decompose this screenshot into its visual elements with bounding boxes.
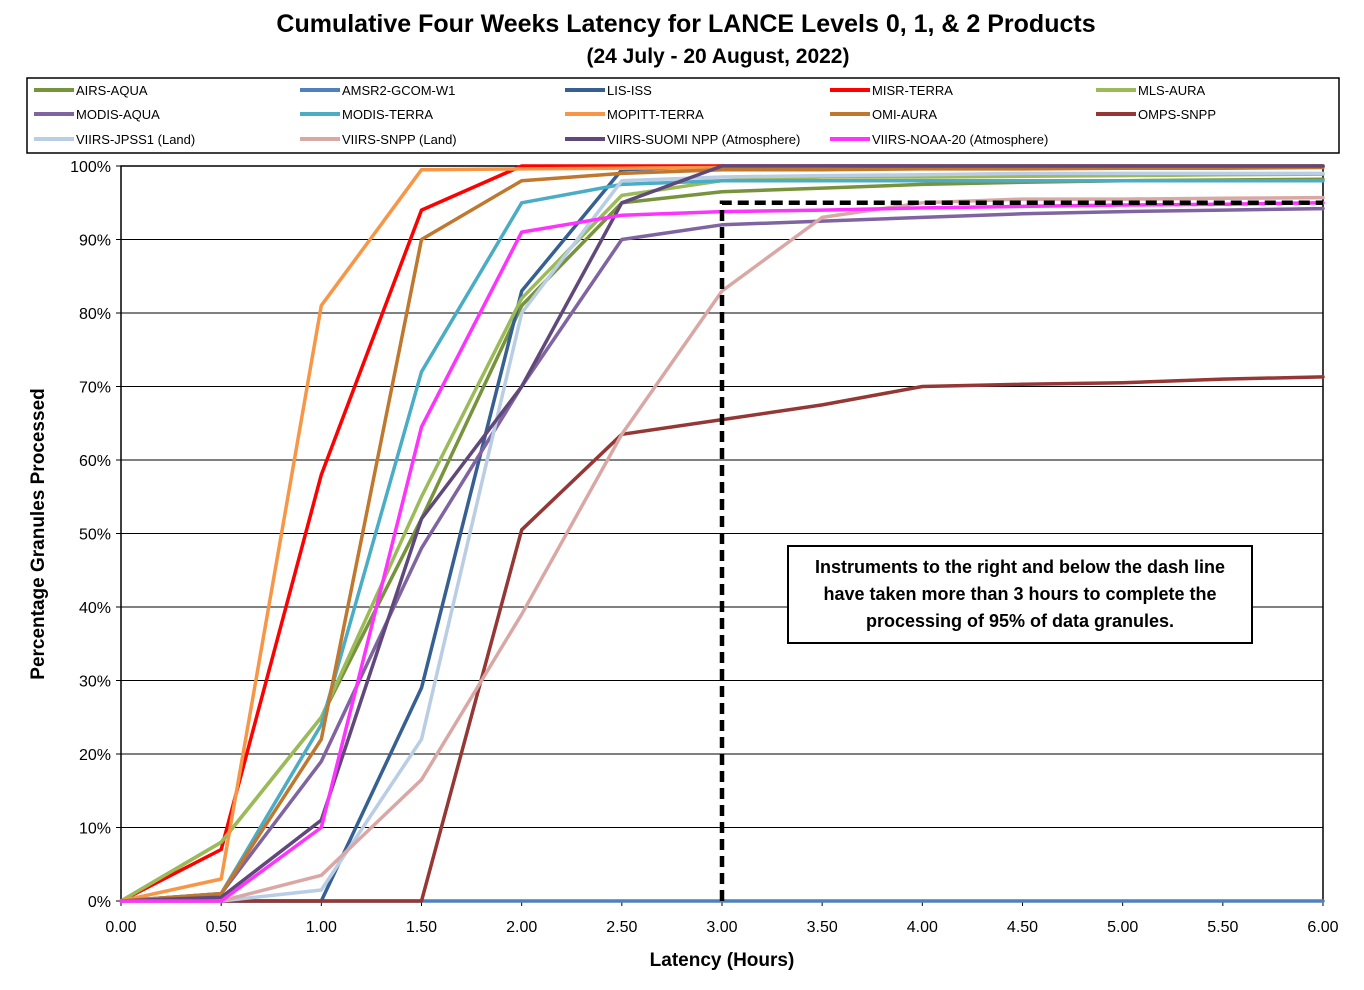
threshold-line [719, 200, 1323, 901]
legend-entry: VIIRS-NOAA-20 (Atmosphere) [872, 132, 1048, 147]
legend: AIRS-AQUA AMSR2-GCOM-W1 LIS-ISS MISR-TERRA M… [26, 77, 1340, 154]
x-tick-label: 1.00 [306, 919, 337, 936]
y-tick-label: 90% [79, 233, 111, 250]
x-tick-label: 0.50 [206, 919, 237, 936]
x-tick-label: 3.50 [807, 919, 838, 936]
annotation-text: Instruments to the right and below the d… [814, 557, 1226, 631]
x-tick-label: 0.00 [105, 919, 136, 936]
legend-entry: MOPITT-TERRA [607, 107, 704, 122]
series-line-viirs-snpp-land- [119, 195, 1325, 903]
x-tick-label: 3.00 [706, 919, 737, 936]
y-tick-label: 100% [70, 159, 111, 176]
annotation-note: Instruments to the right and below the d… [787, 545, 1253, 644]
x-tick-label: 5.50 [1207, 919, 1238, 936]
legend-entry: AIRS-AQUA [76, 83, 148, 98]
series-line-omi-aura [119, 165, 1325, 903]
chart-title: Cumulative Four Weeks Latency for LANCE … [276, 10, 1095, 38]
x-tick-label: 6.00 [1307, 919, 1338, 936]
y-tick-label: 20% [79, 747, 111, 764]
x-tick-label: 4.00 [907, 919, 938, 936]
legend-entry: MLS-AURA [1138, 83, 1206, 98]
y-tick-label: 60% [79, 453, 111, 470]
legend-entry: VIIRS-SNPP (Land) [342, 132, 457, 147]
legend-entry: LIS-ISS [607, 83, 652, 98]
x-axis-label: Latency (Hours) [650, 950, 795, 971]
series-line-viirs-suomi-npp-atmosphere- [119, 164, 1325, 903]
x-tick-label: 2.00 [506, 919, 537, 936]
y-axis-label: Percentage Granules Processed [28, 388, 49, 679]
chart-subtitle: (24 July - 20 August, 2022) [587, 45, 850, 68]
threshold-dash-line [719, 200, 1323, 901]
y-tick-label: 70% [79, 380, 111, 397]
series-line-modis-aqua [119, 206, 1325, 903]
y-tick-label: 80% [79, 306, 111, 323]
y-tick-label: 30% [79, 674, 111, 691]
x-tick-label: 4.50 [1007, 919, 1038, 936]
y-tick-label: 50% [79, 527, 111, 544]
x-tick-label: 1.50 [406, 919, 437, 936]
x-tick-label: 5.00 [1107, 919, 1138, 936]
legend-entry: OMPS-SNPP [1138, 107, 1216, 122]
legend-entry: VIIRS-SUOMI NPP (Atmosphere) [607, 132, 800, 147]
legend-entry: MODIS-AQUA [76, 107, 160, 122]
x-tick-label: 2.50 [606, 919, 637, 936]
legend-entry: OMI-AURA [872, 107, 937, 122]
legend-entry: AMSR2-GCOM-W1 [342, 83, 455, 98]
y-tick-label: 10% [79, 821, 111, 838]
y-tick-label: 0% [88, 894, 111, 911]
series-line-viirs-jpss1-land- [119, 171, 1325, 903]
legend-entry: MISR-TERRA [872, 83, 953, 98]
y-tick-label: 40% [79, 600, 111, 617]
legend-entry: VIIRS-JPSS1 (Land) [76, 132, 195, 147]
series-line-modis-terra [119, 178, 1325, 903]
legend-entry: MODIS-TERRA [342, 107, 433, 122]
